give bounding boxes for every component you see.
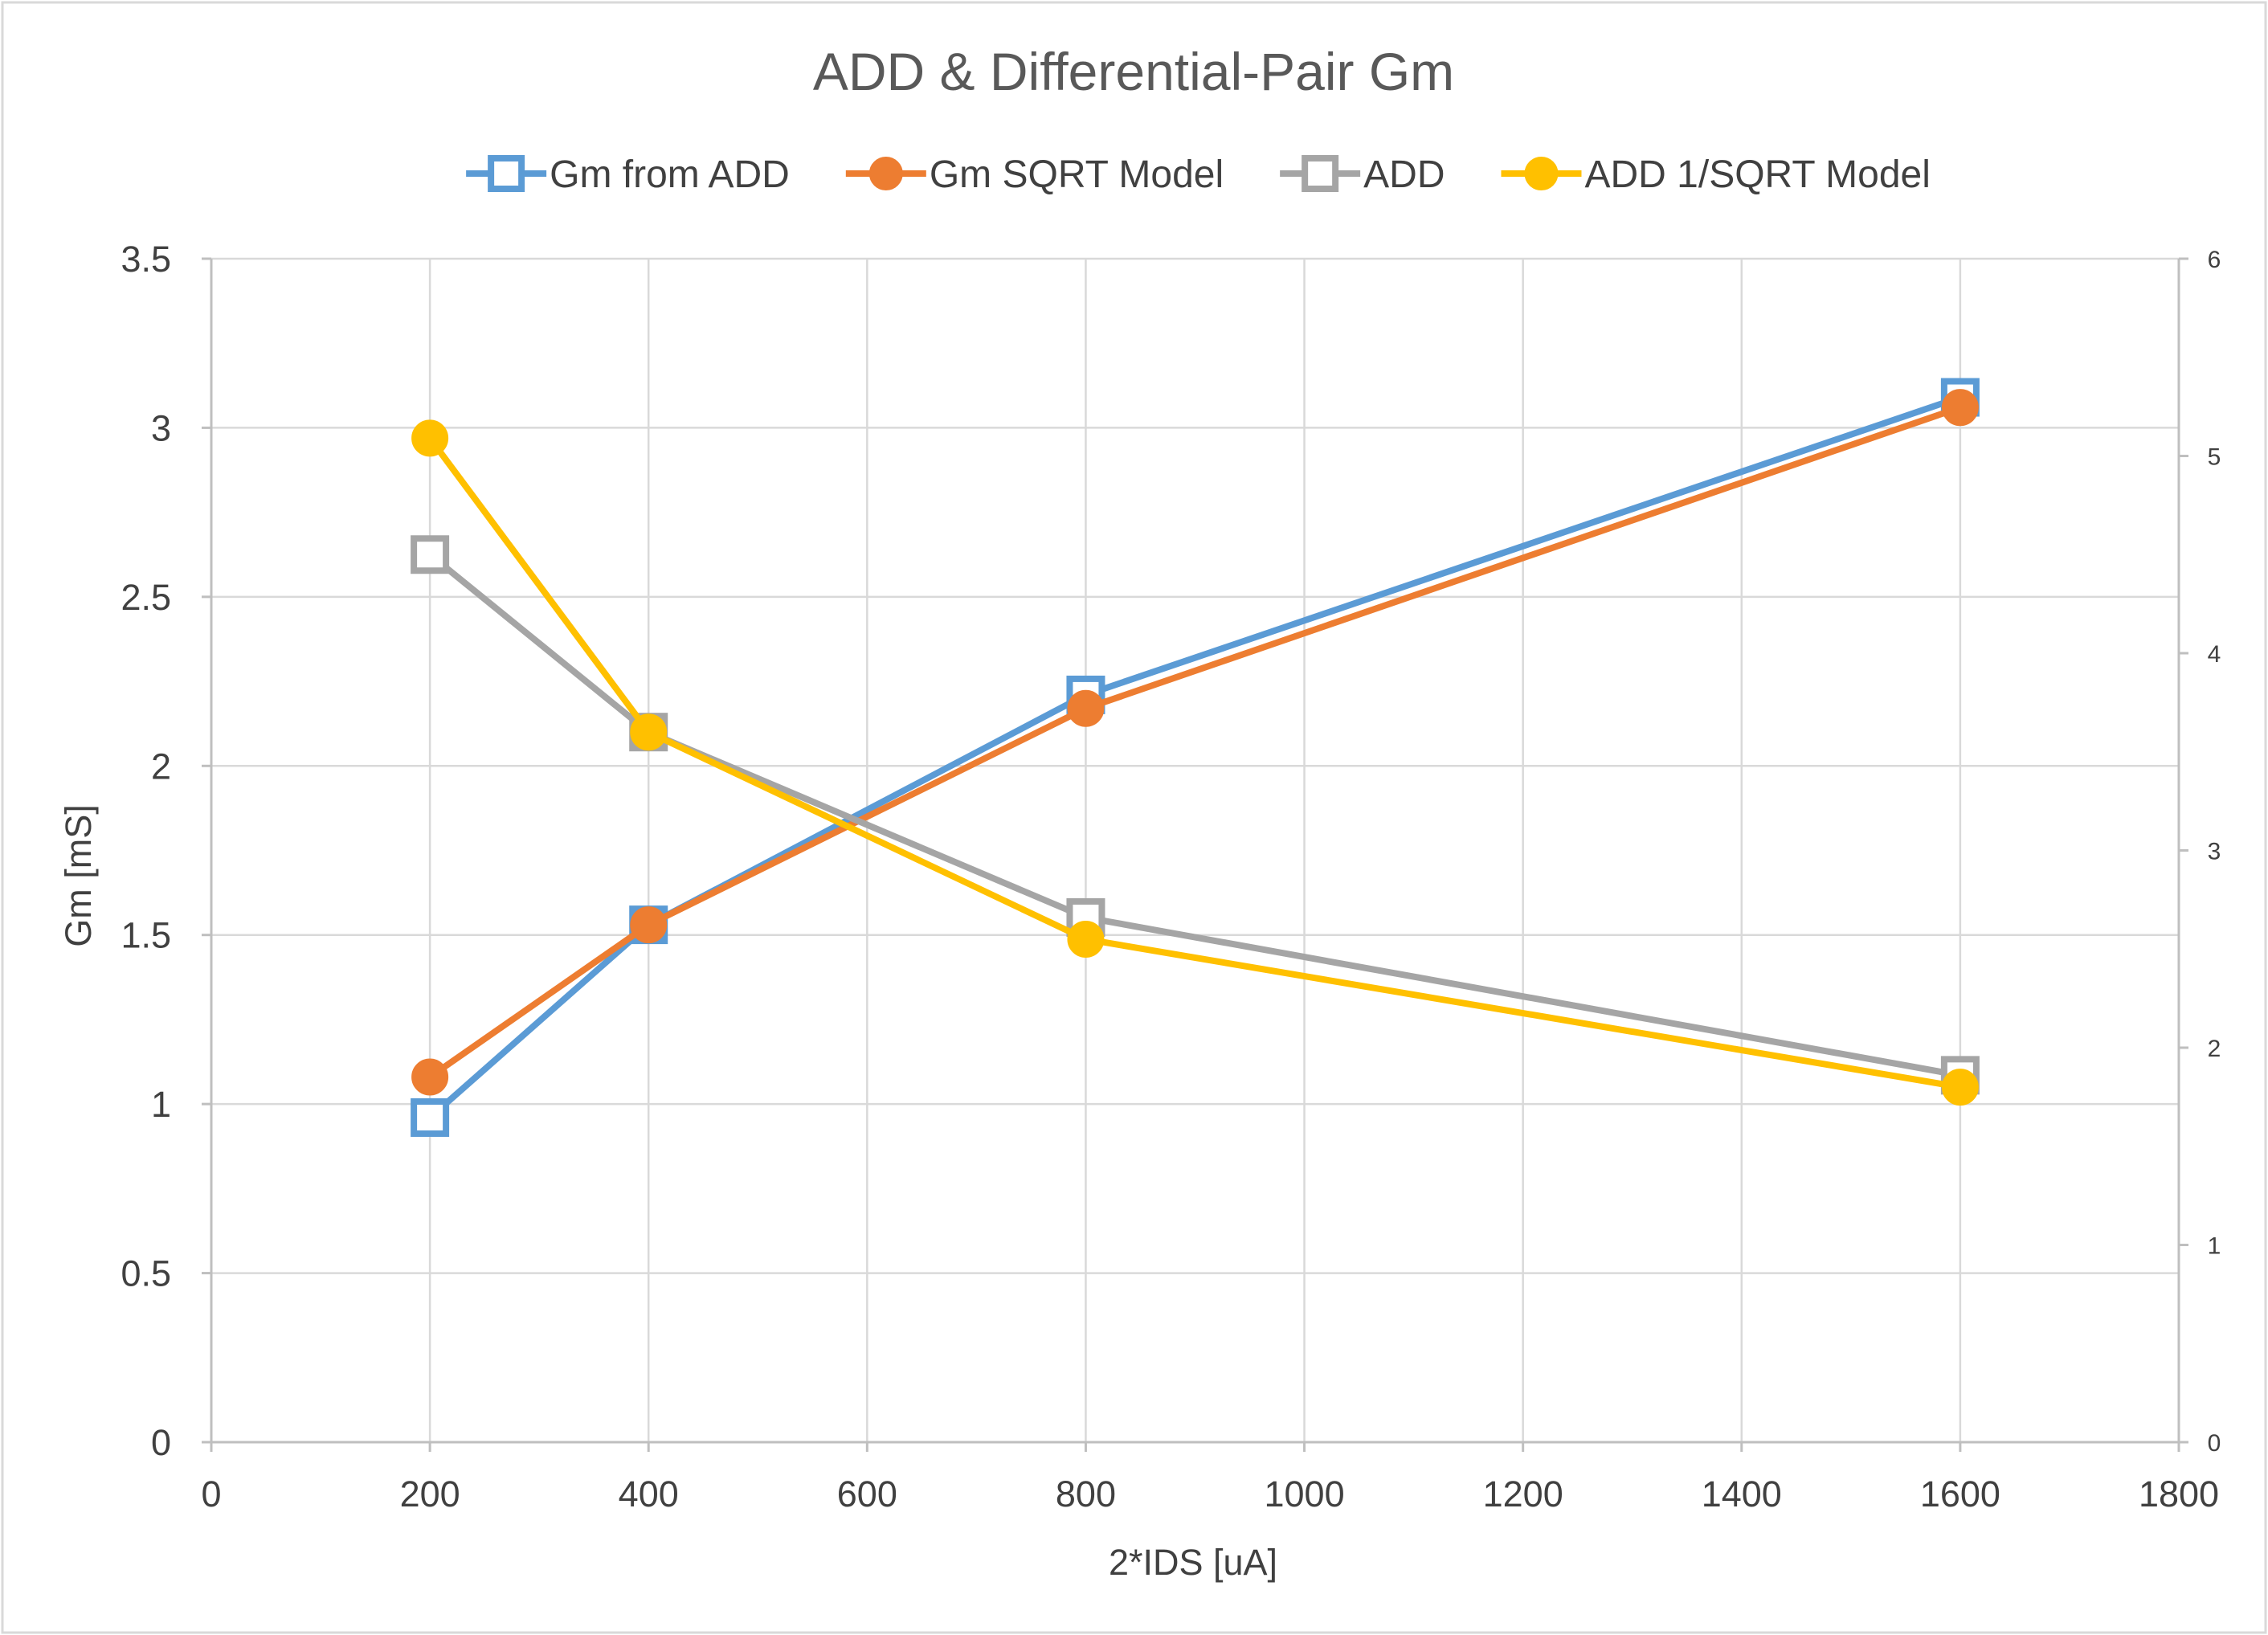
legend-label: Gm SQRT Model (930, 153, 1224, 196)
data-point (1067, 920, 1105, 958)
legend-label: ADD (1363, 153, 1445, 196)
y-tick-label: 2.5 (121, 577, 171, 618)
legend-marker (1524, 157, 1559, 190)
legend-marker (1302, 155, 1339, 192)
series-line (427, 394, 1964, 1121)
legend-item-0: Gm from ADD (466, 153, 790, 196)
x-tick-label: 1200 (1483, 1474, 1563, 1514)
x-tick-label: 800 (1056, 1474, 1116, 1514)
y-tick-label: 0 (151, 1422, 171, 1463)
y-tick-label: 3 (151, 407, 171, 448)
x-axis-title: 2*IDS [uA] (1109, 1542, 1277, 1583)
y2-tick-label: 6 (2208, 247, 2221, 273)
y-tick-label: 1.5 (121, 915, 171, 956)
data-point (1067, 689, 1105, 727)
legend-marker (488, 155, 525, 192)
data-point (411, 1097, 450, 1137)
y2-tick-label: 1 (2208, 1233, 2221, 1260)
legend-item-1: Gm SQRT Model (845, 153, 1224, 196)
data-point (1941, 1069, 1979, 1106)
x-tick-label: 1000 (1265, 1474, 1345, 1514)
x-tick-label: 1600 (1920, 1474, 2000, 1514)
data-point (411, 535, 450, 574)
legend-label: Gm from ADD (550, 153, 790, 196)
y2-tick-label: 2 (2208, 1036, 2221, 1062)
legend-label: ADD 1/SQRT Model (1584, 153, 1930, 196)
y2-tick-label: 3 (2208, 839, 2221, 865)
y2-tick-label: 4 (2208, 641, 2221, 668)
data-point (411, 419, 449, 457)
series-3 (411, 419, 1979, 1106)
x-tick-label: 200 (400, 1474, 460, 1514)
series-1 (411, 389, 1979, 1096)
series-line (427, 551, 1964, 1079)
data-point (1941, 389, 1979, 427)
series-line (427, 404, 1964, 1081)
legend: Gm from ADD Gm SQRT Model ADD ADD 1/SQRT Mo… (466, 153, 1931, 196)
legend-item-2: ADD (1280, 153, 1445, 196)
y2-tick-label: 0 (2208, 1430, 2221, 1457)
x-tick-label: 1800 (2139, 1474, 2219, 1514)
x-tick-label: 1400 (1702, 1474, 1782, 1514)
chart-title: ADD & Differential-Pair Gm (813, 42, 1454, 101)
series-line (427, 435, 1964, 1091)
data-point (630, 713, 668, 751)
y-tick-label: 2 (151, 746, 171, 787)
axes: 0 200 400 600 800 1000 1200 1400 1600 1800 0 0.5 1 1.… (121, 239, 2221, 1514)
data-point (630, 906, 668, 944)
legend-marker (868, 157, 903, 190)
x-tick-label: 0 (201, 1474, 221, 1514)
legend-item-3: ADD 1/SQRT Model (1501, 153, 1931, 196)
y2-tick-label: 5 (2208, 444, 2221, 471)
y-tick-label: 3.5 (121, 239, 171, 280)
y-tick-label: 1 (151, 1084, 171, 1125)
x-tick-label: 400 (619, 1474, 679, 1514)
x-tick-label: 600 (837, 1474, 897, 1514)
y-axis-title: Gm [mS] (58, 804, 99, 947)
series-layer (411, 378, 1980, 1137)
y-tick-label: 0.5 (121, 1253, 171, 1294)
data-point (411, 1058, 449, 1096)
